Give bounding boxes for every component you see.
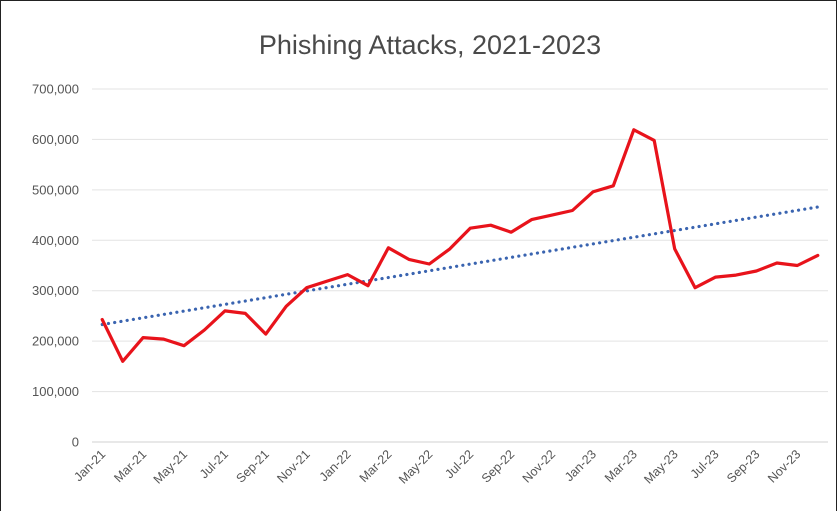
x-tick-label: Sep-21 <box>233 447 271 485</box>
x-tick-label: Nov-21 <box>274 447 312 485</box>
y-tick-label: 600,000 <box>32 132 79 147</box>
y-tick-label: 100,000 <box>32 384 79 399</box>
x-tick-label: Nov-22 <box>520 447 558 485</box>
y-tick-label: 500,000 <box>32 182 79 197</box>
y-axis-ticks: 0 100,000 200,000 300,000 400,000 500,000 600,… <box>32 82 79 450</box>
series-layer <box>100 128 820 363</box>
y-tick-label: 0 <box>72 435 79 450</box>
x-tick-label: Jan-22 <box>317 447 354 484</box>
phishing-attacks-line <box>100 128 820 363</box>
y-tick-label: 200,000 <box>32 334 79 349</box>
x-tick-label: Jul-21 <box>197 447 231 481</box>
x-tick-label: Jan-23 <box>562 447 599 484</box>
y-tick-label: 300,000 <box>32 283 79 298</box>
chart-title: Phishing Attacks, 2021-2023 <box>259 30 601 60</box>
x-tick-label: Sep-22 <box>479 447 517 485</box>
x-tick-label: Nov-23 <box>765 447 803 485</box>
y-tick-label: 400,000 <box>32 233 79 248</box>
x-axis-ticks: Jan-21 Mar-21 May-21 Jul-21 Sep-21 Nov-21 Jan-… <box>71 447 803 486</box>
x-tick-label: May-22 <box>396 447 435 486</box>
gridlines <box>92 88 828 393</box>
x-tick-label: Mar-22 <box>357 447 395 485</box>
x-tick-label: Sep-23 <box>724 447 762 485</box>
x-tick-label: May-23 <box>641 447 680 486</box>
x-tick-label: Jul-22 <box>442 447 476 481</box>
x-tick-label: May-21 <box>151 447 190 486</box>
y-tick-label: 700,000 <box>32 82 79 97</box>
trendline <box>100 205 820 327</box>
x-tick-label: Jan-21 <box>71 447 108 484</box>
x-tick-label: Mar-23 <box>602 447 640 485</box>
x-tick-label: Mar-21 <box>111 447 149 485</box>
x-tick-label: Jul-23 <box>688 447 722 481</box>
